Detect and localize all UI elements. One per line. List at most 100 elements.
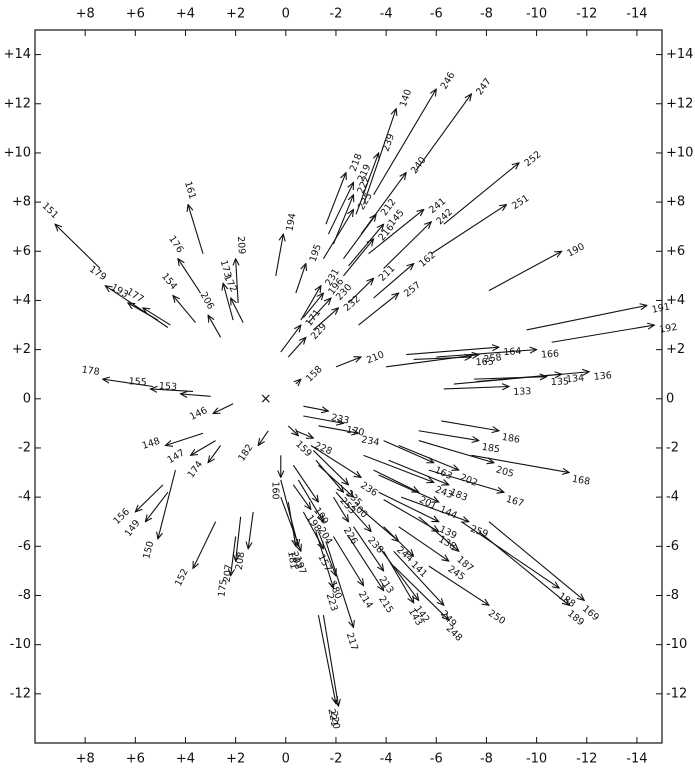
vector-label: 248 <box>444 623 465 644</box>
vector-arrow <box>388 459 449 485</box>
vector-arrow <box>488 251 562 292</box>
vector-arrow <box>373 469 419 492</box>
vector-label: 155 <box>128 376 147 388</box>
vector-arrow <box>418 516 459 551</box>
vector-label: 144 <box>438 504 459 521</box>
vector-arrow <box>313 450 348 484</box>
vector-label: 153 <box>158 381 177 393</box>
vector-arrow <box>143 308 171 326</box>
vector-label: 188 <box>556 591 577 610</box>
y-tick-label: -2 <box>666 440 679 455</box>
vector-label: 221 <box>325 708 339 728</box>
x-tick-label: -4 <box>380 7 393 22</box>
vector-label: 247 <box>474 76 494 97</box>
vector-label: 134 <box>566 373 585 386</box>
vector-label: 220 <box>328 710 342 730</box>
vector-arrow <box>105 286 169 328</box>
vector-arrow <box>358 293 399 326</box>
vector-label: 252 <box>522 149 543 169</box>
y-tick-label: +4 <box>666 293 685 308</box>
vector-arrow <box>348 536 384 590</box>
vector-label: 179 <box>87 264 108 283</box>
vector-arrow <box>393 550 444 605</box>
vector-arrow <box>178 259 201 294</box>
y-tick-label: 0 <box>666 391 674 406</box>
vector-arrow <box>461 521 559 588</box>
y-tick-label: +8 <box>12 195 31 210</box>
x-tick-label: -12 <box>576 752 597 767</box>
vector-arrow <box>213 403 234 414</box>
vector-arrow <box>436 350 536 358</box>
vector-label: 203 <box>288 550 303 570</box>
x-tick-label: +2 <box>226 7 245 22</box>
y-tick-label: -2 <box>18 440 31 455</box>
vector-label: 148 <box>141 436 162 452</box>
x-tick-label: +6 <box>126 7 145 22</box>
vector-label: 206 <box>198 290 217 311</box>
vector-label: 174 <box>186 459 206 480</box>
y-tick-label: +6 <box>666 244 685 259</box>
vector-arrow <box>258 430 269 446</box>
vector-arrow <box>318 425 358 433</box>
vector-arrow <box>453 372 589 385</box>
y-tick-label: -12 <box>10 686 31 701</box>
vector-arrow <box>378 491 439 522</box>
vector-label: 190 <box>565 241 586 259</box>
vector-arrow <box>317 531 336 576</box>
vector-arrow <box>363 454 434 482</box>
vector-arrow <box>231 298 244 323</box>
vector-label: 161 <box>182 180 198 201</box>
vector-label: 213 <box>376 574 395 595</box>
y-tick-label: +12 <box>666 96 693 111</box>
vector-arrow <box>303 415 343 423</box>
vector-label: 183 <box>448 487 469 504</box>
vector-arrow <box>363 109 397 205</box>
vector-label: 160 <box>269 481 280 499</box>
vector-label: 165 <box>475 357 494 369</box>
vector-arrow <box>275 234 284 276</box>
vector-label: 178 <box>81 365 101 379</box>
vector-arrow <box>383 222 432 269</box>
vector-label: 133 <box>513 386 532 398</box>
vector-arrow <box>335 357 361 368</box>
vector-arrow <box>158 469 176 539</box>
x-tick-label: -14 <box>626 752 647 767</box>
vector-label: 168 <box>571 474 591 488</box>
x-tick-label: -2 <box>329 752 342 767</box>
vector-label: 226 <box>341 525 360 546</box>
vector-arrow <box>103 379 153 388</box>
vector-label: 258 <box>483 352 502 365</box>
vector-arrow <box>383 550 414 603</box>
vector-label: 173 <box>218 259 233 279</box>
x-tick-label: 0 <box>282 752 290 767</box>
vector-arrow <box>295 264 306 294</box>
x-tick-label: -12 <box>576 7 597 22</box>
y-tick-label: +2 <box>12 342 31 357</box>
vector-arrow <box>315 459 344 492</box>
vector-arrow <box>280 325 301 353</box>
y-tick-label: -12 <box>666 686 687 701</box>
vector-arrow <box>236 259 239 303</box>
vector-arrow <box>287 501 296 546</box>
vector-label: 236 <box>358 480 379 499</box>
vector-arrow <box>343 239 373 277</box>
vector-label: 209 <box>235 236 247 255</box>
vector-arrow <box>322 615 338 706</box>
vector-arrow <box>296 379 301 384</box>
vector-arrow <box>471 454 569 472</box>
vector-arrow <box>406 347 499 356</box>
vector-label: 251 <box>510 193 531 212</box>
vector-label: 140 <box>398 88 414 109</box>
vector-label: 151 <box>40 201 61 222</box>
vector-label: 192 <box>659 322 679 336</box>
vector-label: 147 <box>166 447 187 466</box>
vector-arrow <box>287 425 298 436</box>
vector-label: 214 <box>356 589 375 610</box>
vector-label: 238 <box>365 535 385 556</box>
vector-arrow <box>173 296 196 323</box>
vector-arrow <box>418 430 479 441</box>
vector-arrow <box>393 565 449 620</box>
x-tick-label: -8 <box>480 752 493 767</box>
vector-label: 135 <box>551 376 570 388</box>
vector-arrow <box>317 615 336 704</box>
